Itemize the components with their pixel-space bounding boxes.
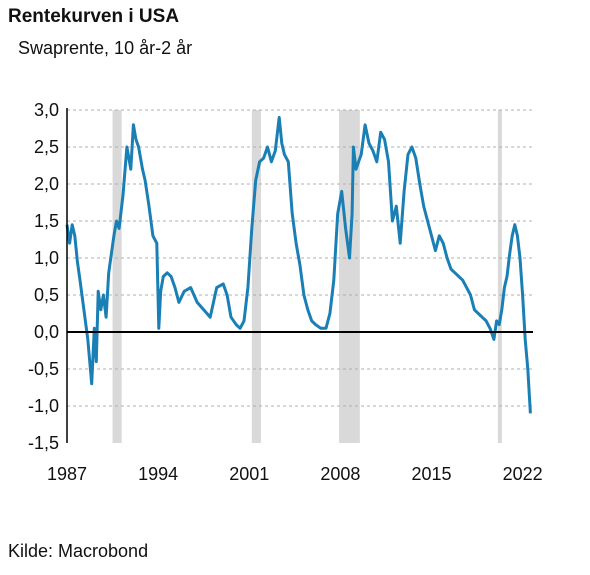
recession-band (339, 110, 360, 443)
axes (66, 108, 533, 443)
x-tick-label: 1994 (138, 464, 178, 484)
x-tick-label: 2008 (320, 464, 360, 484)
y-tick-label: 0,5 (34, 285, 59, 305)
recession-bands (112, 110, 502, 443)
y-tick-label: -1,5 (28, 433, 59, 453)
y-tick-labels: 3,0 2,5 2,0 1,5 1,0 0,5 0,0 -0,5 -1,0 -1,5 (28, 100, 59, 453)
y-tick-label: -0,5 (28, 359, 59, 379)
x-tick-label: 2022 (503, 464, 543, 484)
y-tick-label: 3,0 (34, 100, 59, 120)
source-note: Kilde: Macrobond (8, 541, 149, 561)
y-tick-label: 2,0 (34, 174, 59, 194)
recession-band (112, 110, 122, 443)
y-tick-label: 1,0 (34, 248, 59, 268)
y-tick-label: 0,0 (34, 322, 59, 342)
x-tick-label: 2001 (229, 464, 269, 484)
y-tick-label: 2,5 (34, 137, 59, 157)
recession-band (251, 110, 261, 443)
series-line (65, 115, 532, 414)
series-layer (65, 115, 532, 414)
recession-band (497, 110, 502, 443)
x-tick-label: 2015 (411, 464, 451, 484)
x-tick-label: 1987 (47, 464, 87, 484)
line-chart: 3,02,52,01,51,00,50,0-0,5-1,0-1,5 1987 19… (28, 100, 543, 484)
y-tick-label: -1,0 (28, 396, 59, 416)
chart-title: Rentekurven i USA (8, 6, 180, 27)
y-tick-label: 1,5 (34, 211, 59, 231)
x-tick-labels: 1987 1994 2001 2008 2015 2022 (47, 464, 543, 484)
chart-subtitle: Swaprente, 10 år-2 år (18, 38, 193, 58)
